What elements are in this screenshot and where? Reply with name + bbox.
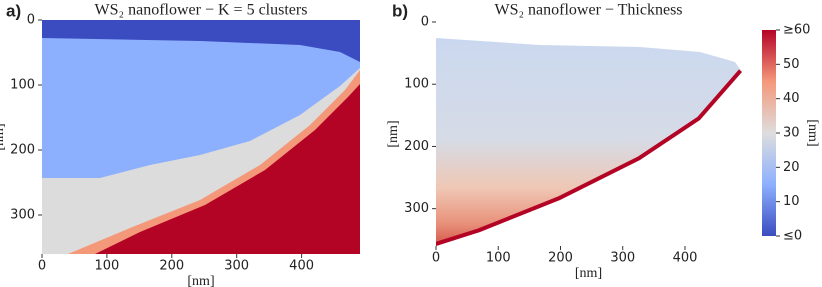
y-tick-label: 100 [10, 78, 35, 93]
x-tick-label: 200 [159, 259, 184, 274]
x-tick-label: 0 [432, 251, 440, 266]
y-tick-label: 0 [421, 15, 429, 30]
thickness-map [436, 38, 742, 246]
y-tick-label: 200 [404, 139, 429, 154]
x-tick-label: 300 [610, 251, 635, 266]
colorbar-tick-label: 30 [783, 126, 800, 141]
thickness-fill [436, 38, 742, 246]
x-tick-label: 400 [673, 251, 698, 266]
panel-label: b) [392, 1, 408, 20]
colorbar-tick-label: 40 [783, 91, 800, 106]
y-axis-label: [nm] [0, 123, 7, 150]
colorbar-tick-label: 20 [783, 160, 800, 175]
y-tick-label: 200 [10, 143, 35, 158]
y-axis-label: [nm] [386, 120, 401, 147]
x-tick-label: 400 [289, 259, 314, 274]
colorbar-label: [nm] [805, 119, 820, 146]
colorbar-tick-label: 10 [783, 194, 800, 209]
thickness-edge [436, 69, 742, 246]
chart-title: WS₂ nanoflower − K = 5 clusters [95, 2, 308, 19]
x-axis-label: [nm] [187, 274, 214, 287]
cluster-region [95, 84, 360, 254]
colorbar [762, 30, 776, 236]
x-tick-label: 100 [486, 251, 511, 266]
y-tick-label: 300 [10, 208, 35, 223]
chart-title: WS₂ nanoflower − Thickness [494, 2, 682, 19]
x-tick-label: 200 [548, 251, 573, 266]
colorbar-tick-label: 50 [783, 57, 800, 72]
y-tick-label: 0 [27, 13, 35, 28]
colorbar-tick-label: ≤0 [783, 229, 802, 244]
y-tick-label: 100 [404, 77, 429, 92]
x-axis-label: [nm] [575, 266, 602, 281]
colorbar-tick-label: ≥60 [783, 23, 810, 38]
cluster-map [42, 20, 360, 254]
x-tick-label: 100 [94, 259, 119, 274]
x-tick-label: 300 [224, 259, 249, 274]
y-tick-label: 300 [404, 201, 429, 216]
panel-label: a) [6, 1, 21, 20]
x-tick-label: 0 [38, 259, 46, 274]
